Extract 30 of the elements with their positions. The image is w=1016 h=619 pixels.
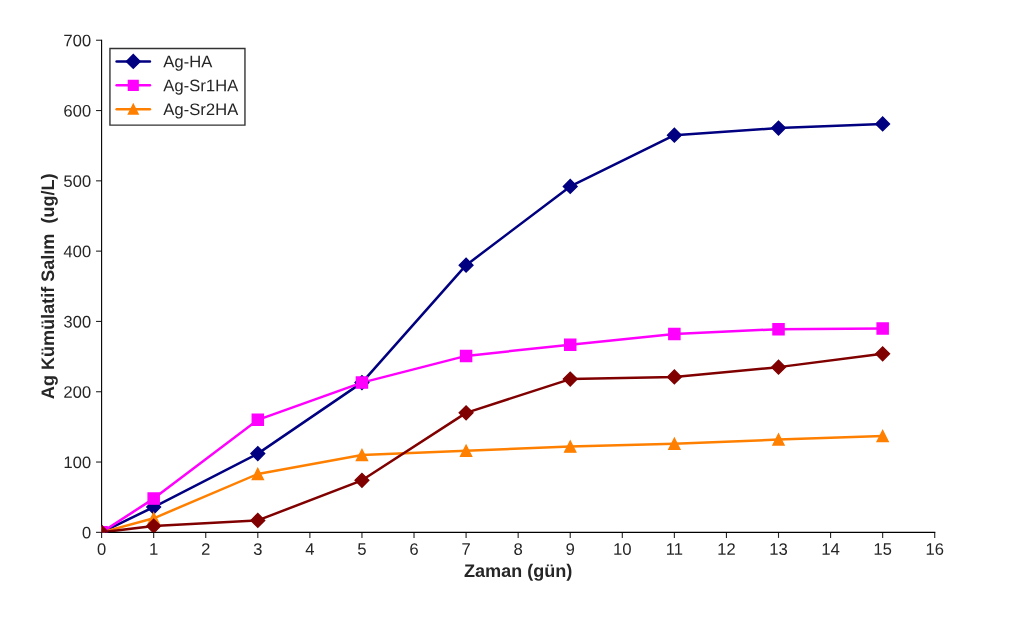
x-tick-label: 2: [201, 543, 210, 555]
y-tick-label: 400: [63, 245, 91, 258]
x-tick-label: 9: [566, 543, 575, 555]
y-axis-title: Ag Kümülatif Salım (ug/L): [40, 174, 58, 399]
x-tick-label: 14: [822, 543, 840, 555]
legend-label: Ag-HA: [163, 55, 213, 71]
x-tick-label: 5: [357, 543, 366, 555]
legend-label: Ag-Sr1HA: [163, 79, 239, 95]
y-tick-label: 100: [64, 456, 91, 469]
x-tick-label: 1: [150, 543, 158, 555]
y-tick-label: 300: [64, 315, 91, 328]
y-tick-label: 500: [64, 175, 91, 188]
x-axis-title: Zaman (gün): [464, 563, 572, 581]
x-tick-label: 6: [410, 543, 418, 555]
x-tick-label: 16: [926, 543, 944, 555]
y-tick-label: 600: [64, 104, 91, 117]
y-tick-label: 0: [82, 526, 91, 539]
x-tick-label: 13: [770, 543, 788, 555]
x-tick-label: 0: [97, 543, 106, 555]
y-tick-label: 200: [64, 386, 91, 398]
x-tick-label: 3: [253, 543, 262, 555]
legend-label: Ag-Sr2HA: [163, 103, 239, 119]
x-tick-label: 15: [874, 543, 892, 555]
x-tick-label: 10: [614, 543, 631, 555]
x-tick-label: 8: [514, 543, 523, 555]
x-tick-label: 7: [462, 543, 470, 555]
x-tick-label: 11: [666, 543, 683, 555]
x-tick-label: 4: [305, 543, 315, 555]
x-tick-label: 12: [718, 543, 735, 555]
y-tick-label: 700: [64, 34, 91, 47]
